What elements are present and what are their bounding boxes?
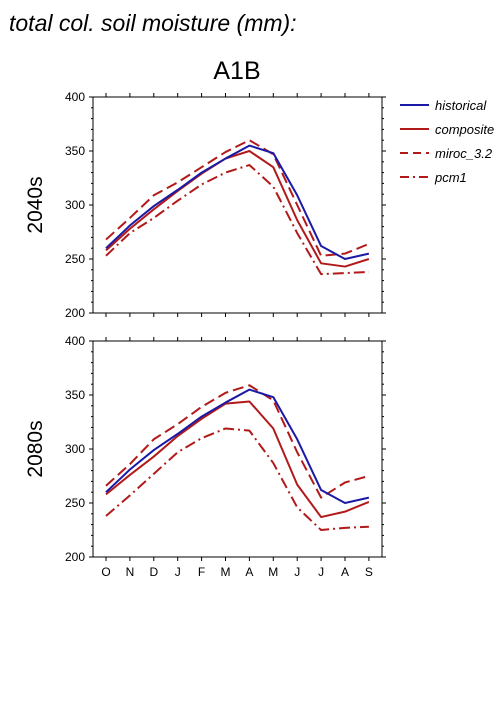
legend-label: miroc_3.2 <box>435 146 493 161</box>
legend-label: pcm1 <box>434 170 467 185</box>
x-tick-label: J <box>175 565 181 579</box>
y-tick-label: 300 <box>65 442 85 456</box>
x-tick-label: O <box>101 565 110 579</box>
series-line-pcm1 <box>105 164 369 276</box>
panel-row-label: 2080s <box>24 420 47 477</box>
x-tick-label: M <box>268 565 278 579</box>
x-tick-label: M <box>221 565 231 579</box>
panel-2040s: 200 250 300 350 400 2040s <box>24 90 386 320</box>
scenario-title: A1B <box>213 57 260 85</box>
y-tick-label: 200 <box>65 306 85 320</box>
legend-label: composite <box>435 122 494 137</box>
y-tick-label: 250 <box>65 252 85 266</box>
x-tick-label: A <box>341 565 349 579</box>
x-tick-label: N <box>126 565 135 579</box>
panel-row-label: 2040s <box>24 176 47 233</box>
series-line-composite <box>105 150 370 268</box>
x-tick-label: F <box>198 565 205 579</box>
y-tick-label: 200 <box>65 550 85 564</box>
series-line-historical <box>105 144 370 260</box>
y-tick-label: 400 <box>65 334 85 348</box>
y-tick-label: 300 <box>65 198 85 212</box>
series-line-miroc-3-2 <box>105 384 370 499</box>
y-tick-label: 350 <box>65 144 85 158</box>
x-tick-label: J <box>294 565 300 579</box>
x-tick-label: D <box>149 565 158 579</box>
plot-frame <box>92 96 383 314</box>
y-tick-label: 350 <box>65 388 85 402</box>
y-tick-label: 400 <box>65 90 85 104</box>
series-line-miroc-3-2 <box>105 139 370 257</box>
x-tick-label: A <box>245 565 253 579</box>
series-line-historical <box>105 388 370 504</box>
legend-label: historical <box>435 98 487 113</box>
series-line-composite <box>105 400 370 519</box>
legend: historical composite miroc_3.2 pcm1 <box>400 98 494 185</box>
figure-title: total col. soil moisture (mm): <box>9 10 297 36</box>
y-tick-label: 250 <box>65 496 85 510</box>
x-tick-label: S <box>365 565 373 579</box>
series-line-pcm1 <box>105 427 369 531</box>
x-tick-label: J <box>318 565 324 579</box>
plot-frame <box>92 340 383 558</box>
